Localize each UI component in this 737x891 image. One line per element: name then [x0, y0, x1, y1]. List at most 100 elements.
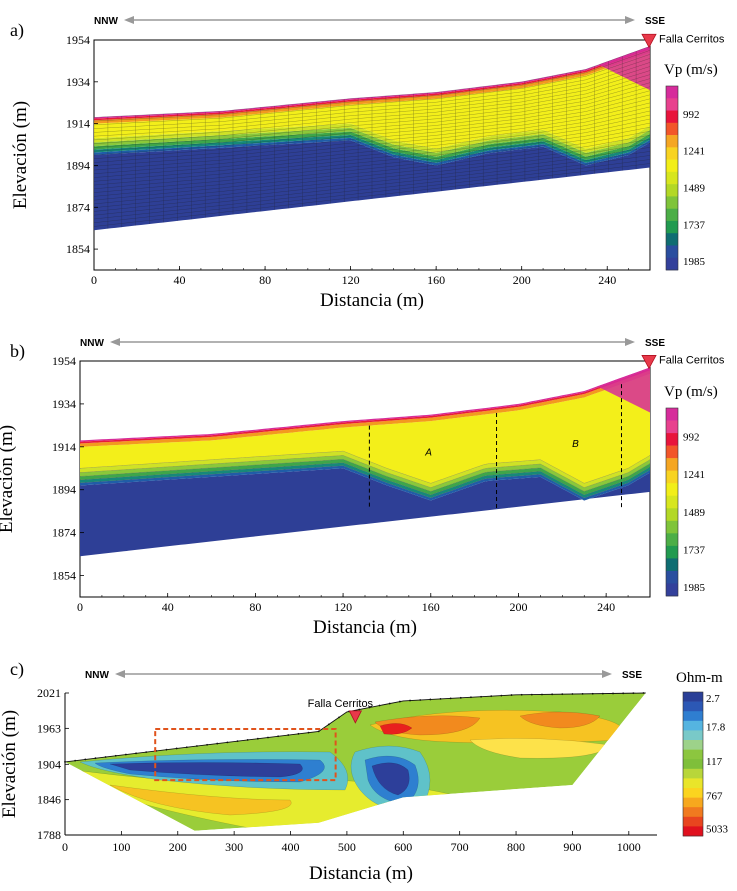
electrode-marker [601, 692, 604, 695]
electrode-marker [378, 704, 381, 707]
cell-grid-hline [93, 74, 651, 144]
colorbar-swatch [666, 420, 678, 434]
fault-label: Falla Cerritos [659, 354, 725, 366]
cell-grid-hline [93, 159, 651, 223]
electrode-marker [642, 692, 645, 694]
electrode-marker [317, 730, 320, 733]
direction-left-label: NNW [94, 16, 118, 27]
colorbar-swatch [666, 257, 678, 271]
x-tick-label: 40 [174, 273, 186, 287]
fault-arrow-icon [641, 355, 657, 370]
electrode-marker [358, 708, 361, 711]
colorbar-tick-label: 1737 [683, 219, 706, 231]
y-tick-label: 1934 [52, 397, 76, 411]
x-tick-label: 1000 [617, 840, 641, 854]
colorbar-tick-label: 1489 [683, 507, 706, 519]
electrode-marker [449, 697, 452, 700]
layer-1900 [80, 465, 650, 501]
direction-arrow-head-left [124, 16, 134, 24]
x-tick-label: 200 [509, 600, 527, 614]
colorbar-tick-label: 2.7 [706, 693, 720, 705]
direction-arrow-head-right [625, 16, 635, 24]
layer-1241 [80, 373, 650, 484]
direction-left-label: NNW [80, 338, 104, 349]
electrode-marker [541, 693, 543, 696]
electrode-marker [368, 706, 371, 709]
colorbar-swatch [666, 458, 678, 471]
x-tick-label: 80 [259, 273, 271, 287]
colorbar-swatch [666, 433, 678, 446]
electrode-marker [114, 754, 117, 757]
colorbar-swatch [683, 826, 703, 837]
y-tick-label: 1854 [66, 242, 90, 256]
contour-line [79, 455, 651, 488]
contour-line [79, 465, 651, 499]
panel-b-velocity-section: b) NNW SSE A B Falla Cerritos 0 40 80 120 160 200 24… [0, 338, 725, 638]
layer-1985 [80, 468, 650, 557]
colorbar-swatch [666, 220, 678, 234]
colorbar-tick-label: 1241 [683, 469, 705, 481]
panel-letter: b) [10, 341, 25, 362]
x-tick-label: 240 [598, 273, 616, 287]
x-tick-label: 80 [249, 600, 261, 614]
cell-grid-hline [93, 139, 651, 205]
electrode-marker [622, 692, 625, 695]
y-tick-label: 1874 [66, 200, 90, 214]
colorbar-swatch [666, 159, 678, 173]
y-axis-label: Elevación (m) [0, 425, 17, 533]
colorbar-swatch [666, 508, 678, 522]
electrode-marker [338, 716, 340, 719]
electrode-marker [439, 698, 442, 700]
electrode-marker [267, 736, 269, 739]
colorbar-swatch [666, 545, 678, 559]
electrode-marker [429, 698, 432, 701]
electrode-marker [185, 746, 188, 749]
resistivity-contour-region [519, 711, 601, 729]
contour-line [79, 450, 651, 484]
electrode-marker [500, 694, 503, 697]
electrode-marker [175, 747, 178, 750]
x-tick-label: 900 [563, 840, 581, 854]
direction-left-label: NNW [85, 670, 109, 681]
colorbar-swatch [683, 730, 703, 741]
y-tick-label: 1963 [37, 721, 61, 735]
electrode-marker [520, 693, 523, 696]
fault-arrow-icon [641, 33, 657, 49]
contour-line [79, 459, 651, 492]
annotation-a: A [424, 447, 432, 458]
x-tick-label: 40 [162, 600, 174, 614]
panel-c-resistivity-section: c) NNW SSE Falla Cerritos 0 100 200 300 400 500 60… [0, 659, 729, 884]
electrode-marker [551, 693, 554, 696]
cell-grid-hline [93, 86, 651, 156]
resistivity-contour-region [371, 762, 410, 796]
colorbar-swatch [666, 533, 678, 547]
layer-1350 [80, 451, 650, 488]
cell-grid-hline [93, 50, 651, 122]
panel-letter: c) [10, 659, 24, 680]
colorbar-swatch [666, 233, 678, 246]
electrode-marker [165, 748, 168, 751]
cell-grid-hline [93, 114, 651, 182]
x-tick-label: 400 [282, 840, 300, 854]
cell-grid-hline [93, 54, 651, 126]
direction-right-label: SSE [645, 338, 665, 349]
colorbar-swatch [666, 147, 678, 160]
layer-1489 [80, 455, 650, 492]
cell-grid-hline [93, 135, 651, 201]
fault-arrow-icon [348, 710, 363, 724]
colorbar-swatch [666, 445, 678, 459]
y-tick-label: 2021 [37, 686, 61, 700]
y-tick-label: 1788 [37, 828, 61, 842]
cell-grid-hline [93, 151, 651, 216]
electrode-marker [216, 742, 219, 745]
electrode-marker [196, 745, 198, 747]
direction-right-label: SSE [622, 670, 642, 681]
electrode-marker [409, 699, 411, 702]
cell-grid-hline [93, 163, 651, 227]
colorbar-swatch [666, 520, 678, 534]
electrode-marker [236, 740, 239, 743]
x-axis-label: Distancia (m) [313, 617, 417, 638]
direction-arrow-head-left [110, 338, 120, 346]
electrode-marker [287, 734, 290, 736]
